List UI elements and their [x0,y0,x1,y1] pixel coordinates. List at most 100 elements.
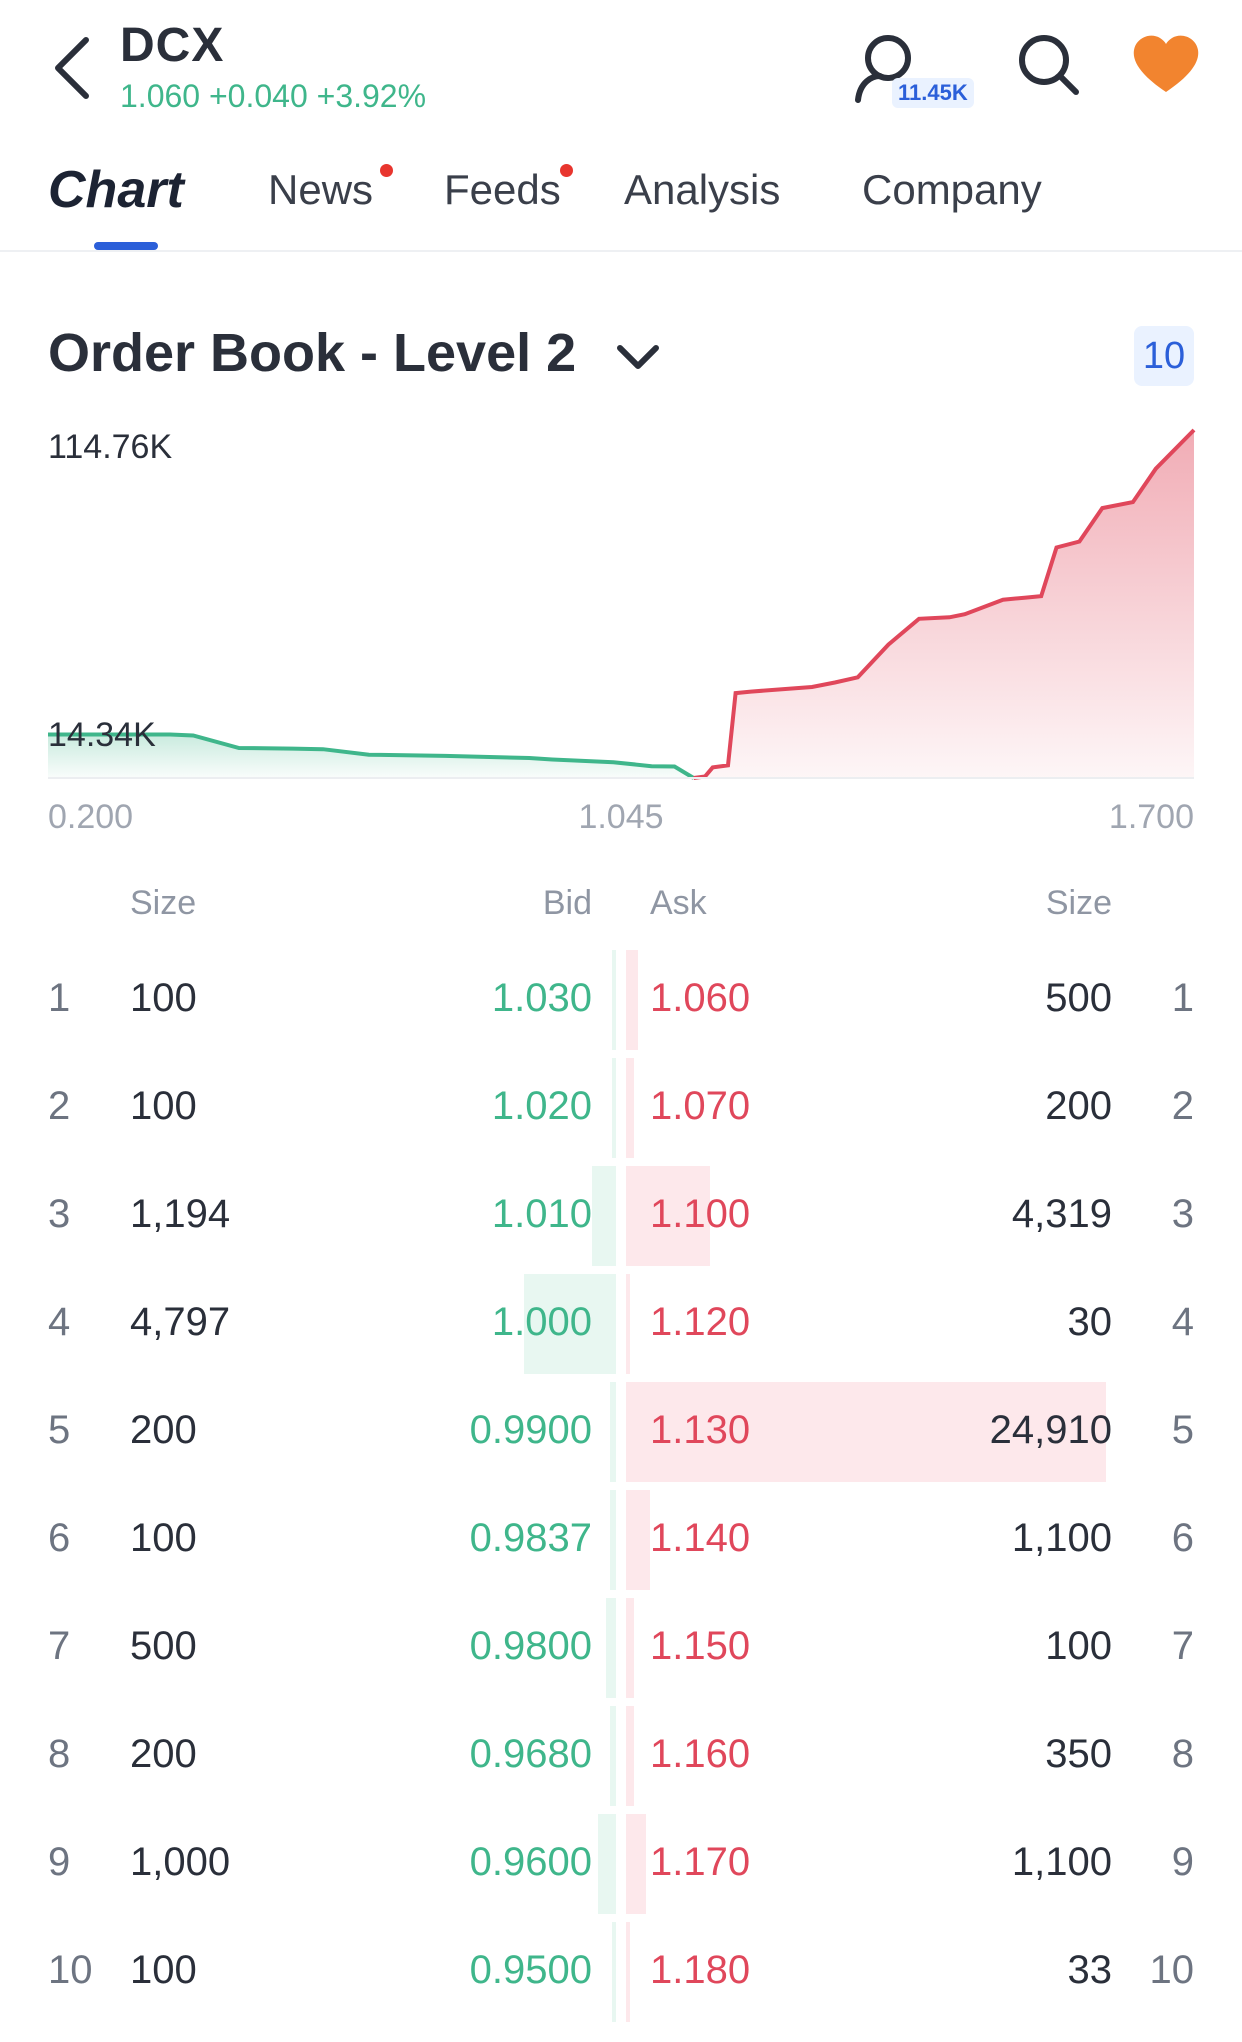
ask-price: 1.100 [650,1192,751,1236]
bid-depth-bar [524,1274,616,1374]
tab-company[interactable]: Company [862,166,1042,213]
depth-chart-svg: 114.76K 14.34K 0.200 1.045 1.700 [48,428,1196,836]
favorite-button[interactable] [1130,32,1202,96]
ask-depth-bar [626,1598,634,1698]
bid-depth-bar [610,1490,616,1590]
order-row[interactable]: 6 100 0.9837 1.140 1,100 6 [0,1486,1242,1594]
tab-news[interactable]: News [268,166,374,213]
bid-level-index: 2 [48,1084,71,1128]
search-button[interactable] [1016,32,1080,96]
ask-size: 200 [1045,1084,1112,1128]
ask-level-index: 4 [1171,1300,1194,1344]
bid-size: 200 [130,1732,197,1776]
x-tick-label: 1.045 [578,798,663,836]
tab-chart[interactable]: Chart [48,161,184,219]
bid-price: 0.9500 [469,1948,592,1992]
bid-size: 100 [130,1516,197,1560]
chevron-down-icon [617,345,659,369]
bid-price: 1.010 [491,1192,592,1236]
bid-price: 1.000 [491,1300,592,1344]
ask-level-index: 2 [1171,1084,1194,1128]
back-button[interactable] [44,28,104,108]
ask-price: 1.180 [650,1948,751,1992]
order-row[interactable]: 1 100 1.030 1.060 500 1 [0,946,1242,1054]
order-row[interactable]: 7 500 0.9800 1.150 100 7 [0,1594,1242,1702]
bid-level-index: 1 [48,976,71,1020]
bid-price: 0.9800 [469,1624,592,1668]
bid-size: 4,797 [130,1300,231,1344]
ask-depth-bar [626,1274,630,1374]
bid-price: 0.9600 [469,1840,592,1884]
ask-size: 350 [1045,1732,1112,1776]
ask-depth-area [693,430,1194,778]
ask-depth-bar [626,1166,710,1266]
ask-depth-bar [626,1058,634,1158]
bid-size: 500 [130,1624,197,1668]
header: DCX 1.060 +0.040 +3.92% 11.45K [0,0,1242,140]
feeds-unread-dot [560,164,573,177]
ask-depth-bar [626,1382,1106,1482]
bid-size-header: Size [130,884,197,922]
ask-size: 33 [1067,1948,1113,1992]
x-tick-label: 0.200 [48,798,133,836]
ask-level-index: 9 [1171,1840,1194,1884]
bid-depth-bar [592,1166,616,1266]
y-mid-label: 14.34K [48,716,156,754]
bid-price: 0.9837 [469,1516,592,1560]
y-max-label: 114.76K [48,428,172,466]
order-book-title[interactable]: Order Book - Level 2 [48,323,577,383]
bid-size: 1,000 [130,1840,231,1884]
ask-depth-bar [626,1490,650,1590]
order-row[interactable]: 9 1,000 0.9600 1.170 1,100 9 [0,1810,1242,1918]
bid-depth-line [48,732,695,780]
followers-button[interactable] [850,30,970,110]
tab-active-indicator [94,242,158,250]
ask-level-index: 7 [1171,1624,1194,1668]
bid-depth-bar [612,950,616,1050]
bid-header: Bid [542,884,592,922]
bid-level-index: 6 [48,1516,71,1560]
bid-price: 0.9900 [469,1408,592,1452]
order-row[interactable]: 8 200 0.9680 1.160 350 8 [0,1702,1242,1810]
ask-price: 1.060 [650,976,751,1020]
ask-size: 24,910 [989,1408,1112,1452]
ask-price: 1.130 [650,1408,751,1452]
followers-count: 11.45K [892,78,974,108]
ticker-symbol: DCX [120,19,225,72]
price-quote: 1.060 +0.040 +3.92% [120,78,427,114]
bid-level-index: 9 [48,1840,71,1884]
bid-size: 200 [130,1408,197,1452]
order-row[interactable]: 3 1,194 1.010 1.100 4,319 3 [0,1162,1242,1270]
bid-depth-bar [610,1706,616,1806]
depth-selector[interactable]: 10 [1134,326,1194,386]
order-row[interactable]: 4 4,797 1.000 1.120 30 4 [0,1270,1242,1378]
order-book-table: Size Bid Ask Size 1 100 1.030 1.060 500 1 2 100… [0,860,1242,2042]
bid-level-index: 10 [48,1948,93,1992]
ask-depth-bar [626,1922,630,2022]
bid-size: 100 [130,1084,197,1128]
bid-size: 100 [130,1948,197,1992]
x-tick-label: 1.700 [1109,798,1194,836]
order-row[interactable]: 5 200 0.9900 1.130 24,910 5 [0,1378,1242,1486]
tab-analysis[interactable]: Analysis [624,166,781,213]
ask-depth-bar [626,1814,646,1914]
ask-level-index: 6 [1171,1516,1194,1560]
bid-price: 0.9680 [469,1732,592,1776]
order-row[interactable]: 2 100 1.020 1.070 200 2 [0,1054,1242,1162]
depth-chart: 114.76K 14.34K 0.200 1.045 1.700 [0,410,1242,850]
order-book-dropdown[interactable] [612,338,664,378]
bid-depth-bar [610,1382,616,1482]
bid-level-index: 4 [48,1300,71,1344]
ask-price: 1.160 [650,1732,751,1776]
ask-level-index: 5 [1171,1408,1194,1452]
bid-level-index: 5 [48,1408,71,1452]
chevron-left-icon [55,37,89,99]
ask-level-index: 10 [1149,1948,1195,1992]
ask-depth-line [693,428,1196,780]
ask-depth-bar [626,1706,634,1806]
news-unread-dot [380,164,393,177]
ask-size: 30 [1067,1300,1113,1344]
tab-feeds[interactable]: Feeds [444,166,561,213]
order-row[interactable]: 10 100 0.9500 1.180 33 10 [0,1918,1242,2026]
bid-depth-bar [612,1058,616,1158]
